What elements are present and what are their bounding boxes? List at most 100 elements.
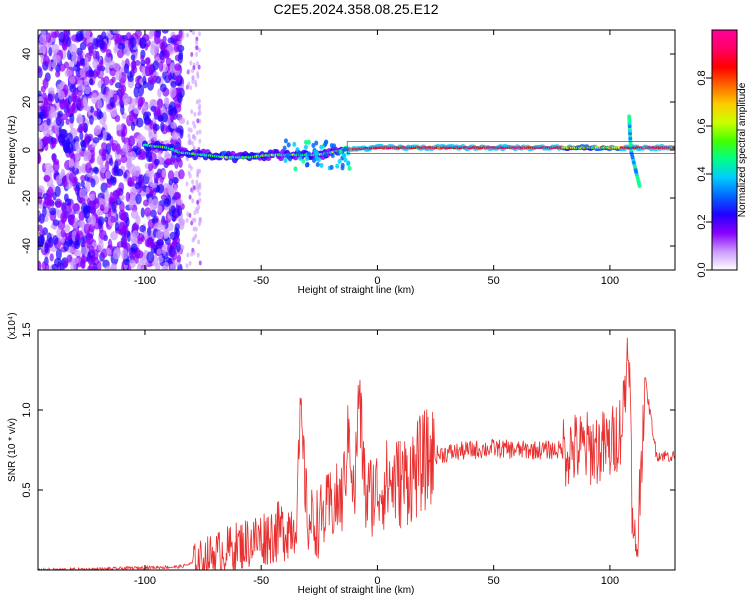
- spectrogram-noise-blob: [161, 218, 167, 225]
- spectrogram-noise-blob: [177, 92, 183, 104]
- spectrogram-noise-blob: [90, 178, 96, 188]
- spectrogram-noise-blob: [119, 221, 125, 230]
- snr-x-tick-label: 100: [601, 575, 619, 587]
- spectrogram-noise-blob: [74, 140, 80, 150]
- spectrogram-noise-blob: [68, 171, 77, 183]
- spectrogram-noise-blob: [100, 204, 105, 211]
- colorbar-gradient: [712, 30, 737, 270]
- spectrogram-noise-blob: [43, 126, 50, 138]
- spectrogram-cluster-blob: [338, 149, 343, 155]
- spectrogram-noise-blob: [114, 222, 120, 232]
- spectrogram-noise-blob: [117, 43, 126, 50]
- spectrogram-noise-blob: [153, 132, 158, 142]
- snr-y-label: SNR (10 * v/v): [7, 418, 18, 482]
- spectrogram-noise-blob: [55, 248, 62, 261]
- spectrogram-noise-blob: [191, 30, 195, 36]
- spectrogram-noise-blob: [38, 213, 45, 224]
- spectrogram-noise-blob: [60, 229, 66, 238]
- spectrogram-noise-blob: [57, 90, 65, 100]
- spectrogram-noise-blob: [44, 195, 53, 206]
- spectrogram-noise-blob: [66, 141, 74, 154]
- spectrogram-cluster-blob: [335, 163, 340, 169]
- spectrogram-noise-blob: [130, 209, 139, 219]
- spectrogram-noise-blob: [185, 181, 189, 187]
- spectrogram-noise-blob: [89, 78, 94, 86]
- spectrogram-noise-blob: [101, 248, 108, 258]
- spectrogram-ridge-core: [672, 146, 675, 149]
- spectrogram-noise-blob: [76, 127, 84, 134]
- spectrogram-noise-blob: [93, 167, 99, 175]
- spectrogram-noise-blob: [136, 250, 144, 259]
- spectrogram-noise-blob: [38, 111, 45, 119]
- spectrogram-noise-blob: [198, 197, 202, 203]
- spectrogram-noise-blob: [188, 212, 192, 218]
- spectrogram-cluster-blob: [323, 152, 328, 158]
- spectrogram-noise-blob: [162, 71, 167, 80]
- spectrogram-noise-blob: [80, 140, 87, 152]
- spectrogram-noise-blob: [58, 31, 66, 44]
- spectrogram-noise-blob: [133, 86, 139, 98]
- spectrogram-cluster-blob: [304, 162, 309, 168]
- spectrogram-noise-blob: [55, 174, 63, 185]
- spectrogram-noise-blob: [71, 53, 78, 65]
- spectrogram-noise-blob: [98, 229, 107, 240]
- spectrogram-noise-blob: [192, 226, 196, 232]
- spectrogram-noise-blob: [41, 261, 47, 270]
- spectrogram-noise-blob: [196, 118, 200, 124]
- spectrogram-noise-blob: [97, 98, 102, 110]
- spectrogram-noise-blob: [60, 168, 66, 179]
- snr-x-tick-label: 50: [488, 575, 500, 587]
- spectrogram-noise-blob: [96, 260, 102, 270]
- spectrogram-noise-blob: [70, 262, 77, 270]
- spectrogram-noise-blob: [80, 180, 85, 188]
- spectrogram-noise-blob: [153, 172, 159, 183]
- spectrogram-noise-blob: [80, 246, 89, 257]
- spectrogram-noise-blob: [79, 67, 86, 78]
- spectrogram-cluster-blob: [330, 153, 335, 159]
- spectrogram-noise-blob: [99, 59, 104, 68]
- spectrogram-cluster-blob: [283, 138, 288, 144]
- spectrogram-noise-blob: [155, 262, 161, 270]
- spectrogram-noise-blob: [76, 47, 83, 56]
- spectrogram-noise-blob: [191, 198, 195, 204]
- spectrogram-noise-blob: [133, 107, 140, 115]
- spectrogram-noise-blob: [50, 142, 55, 150]
- spectrogram-noise-blob: [125, 217, 130, 227]
- spectrogram-noise-blob: [163, 261, 169, 270]
- spectrogram-noise-blob: [167, 222, 174, 232]
- spectrogram-noise-blob: [198, 110, 202, 116]
- spectrogram-x-ticks: -100 -50 0 50 100: [134, 30, 619, 287]
- spectrogram-noise-blob: [187, 170, 191, 176]
- spectrogram-noise-blob: [83, 223, 91, 235]
- colorbar-tick-label: 0.6: [696, 118, 708, 133]
- snr-x-ticks: -100 -50 0 50 100: [134, 330, 619, 587]
- spectrogram-noise-blob: [174, 63, 182, 71]
- spectrogram-noise-blob: [130, 243, 138, 254]
- spectrogram-noise-blob: [48, 46, 53, 57]
- spectrogram-noise-blob: [196, 199, 200, 205]
- spectrogram-noise-blob: [112, 30, 121, 34]
- spectrogram-noise-blob: [156, 239, 164, 246]
- spectrogram-noise-blob: [195, 52, 199, 58]
- spectrogram-noise-blob: [191, 140, 195, 146]
- spectrogram-noise-blob: [169, 62, 176, 74]
- spectrogram-cluster-blob: [298, 155, 303, 161]
- snr-y-tick-label: 0.5: [21, 482, 33, 497]
- spectrogram-noise-blob: [97, 111, 104, 119]
- spectrogram-noise-blob: [131, 65, 138, 74]
- spectrogram-panel: -100 -50 0 50 100 -40 -20 0 20 40 Height of stra…: [7, 29, 676, 296]
- spectrogram-noise-blob: [75, 230, 84, 241]
- spectrogram-noise-blob: [88, 69, 95, 78]
- spectrogram-noise-blob: [189, 60, 193, 66]
- spectrogram-cluster-blob: [311, 157, 316, 163]
- spectrogram-noise-blob: [161, 30, 169, 34]
- spectrogram-noise-blob: [187, 69, 191, 75]
- spectrogram-noise-blob: [42, 77, 49, 90]
- spectrogram-noise-blob: [89, 205, 96, 215]
- spectrogram-noise-blob: [79, 131, 84, 141]
- spectrogram-noise-blob: [61, 137, 67, 147]
- spectrogram-noise-blob: [115, 69, 122, 81]
- spectrogram-cluster-blob: [329, 164, 334, 170]
- spectrogram-noise-blob: [60, 211, 68, 223]
- spectrogram-noise-blob: [194, 184, 198, 190]
